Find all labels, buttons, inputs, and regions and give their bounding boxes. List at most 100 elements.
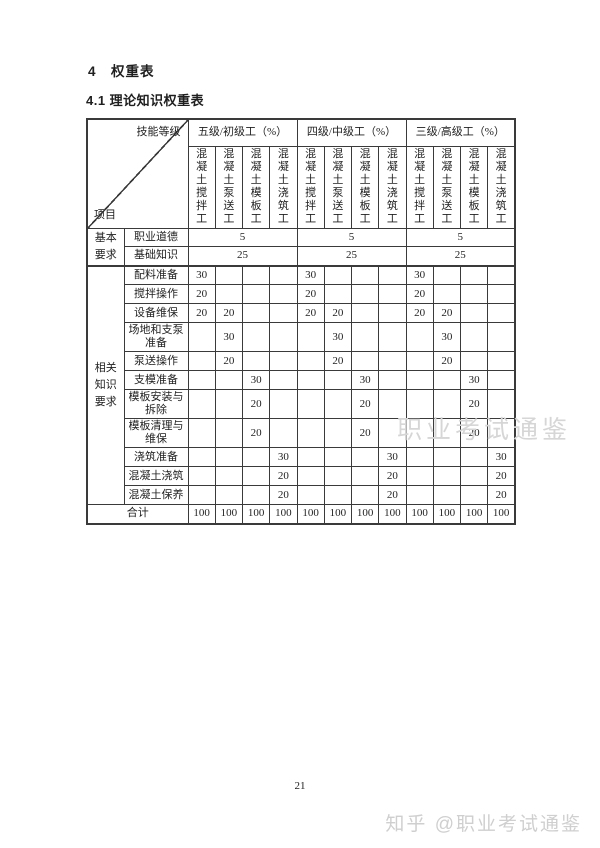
value-cell — [432, 370, 462, 390]
value-cell — [432, 418, 462, 448]
row-label-cell: 支模准备 — [123, 370, 189, 390]
value-cell — [214, 447, 244, 467]
value-cell — [241, 466, 271, 486]
subsection-heading: 4.1 理论知识权重表 — [86, 93, 205, 108]
value-cell — [350, 284, 380, 304]
value-cell — [214, 485, 244, 505]
value-cell: 30 — [241, 370, 271, 390]
value-cell — [323, 370, 353, 390]
value-cell: 20 — [214, 351, 244, 371]
worker-column-header: 混凝土模板工 — [241, 145, 271, 229]
value-cell — [323, 466, 353, 486]
value-cell — [459, 447, 489, 467]
worker-column-header-text: 混凝土模板工 — [250, 148, 262, 225]
value-cell: 20 — [296, 303, 325, 323]
value-cell — [296, 389, 325, 419]
value-cell — [487, 351, 516, 371]
value-cell — [241, 485, 271, 505]
value-cell: 30 — [214, 322, 244, 352]
total-value-cell: 100 — [459, 504, 489, 524]
value-cell — [487, 284, 516, 304]
value-cell — [459, 303, 489, 323]
total-label-cell: 合计 — [86, 504, 189, 524]
table-row: 相关知识要求 配料准备 30 30 30 — [86, 264, 516, 505]
value-cell — [350, 485, 380, 505]
table-row: 设备维保 20 20 20 20 20 20 — [87, 303, 516, 323]
table-row: 模板安装与拆除 20 20 20 — [87, 389, 516, 419]
row-label-cell: 泵送操作 — [123, 351, 189, 371]
section-label-cell: 基本要求 — [86, 227, 125, 266]
value-cell — [487, 418, 516, 448]
value-cell — [378, 322, 407, 352]
value-cell — [269, 303, 298, 323]
value-cell: 20 — [459, 389, 489, 419]
page-number: 21 — [294, 780, 306, 792]
value-cell: 30 — [350, 370, 380, 390]
value-cell: 30 — [296, 264, 325, 285]
value-cell: 20 — [405, 284, 434, 304]
value-cell: 20 — [323, 351, 353, 371]
value-cell — [487, 370, 516, 390]
value-cell: 20 — [378, 485, 407, 505]
value-cell: 20 — [487, 485, 516, 505]
value-cell: 20 — [487, 466, 516, 486]
total-value-cell: 100 — [187, 504, 216, 524]
worker-column-header-text: 混凝土泵送工 — [223, 148, 235, 225]
value-cell — [405, 389, 434, 419]
value-cell — [323, 264, 353, 285]
corner-skill-level-label: 技能等级 — [136, 126, 181, 138]
value-cell — [241, 447, 271, 467]
merged-value-cell: 5 — [187, 227, 298, 247]
value-cell — [214, 264, 244, 285]
total-value-cell: 100 — [378, 504, 407, 524]
value-cell: 20 — [323, 303, 353, 323]
table-row: 基本要求 职业道德 5 5 5 — [86, 227, 516, 266]
value-cell — [241, 322, 271, 352]
value-cell — [269, 389, 298, 419]
table-row: 泵送操作 20 20 20 — [87, 351, 516, 371]
table-row: 支模准备 30 30 30 — [87, 370, 516, 390]
row-label-cell: 混凝土保养 — [123, 485, 189, 505]
total-value-cell: 100 — [323, 504, 353, 524]
value-cell: 30 — [378, 447, 407, 467]
corner-diagonal-line — [88, 120, 187, 227]
value-cell: 30 — [323, 322, 353, 352]
value-cell — [214, 466, 244, 486]
value-cell: 30 — [459, 370, 489, 390]
value-cell — [296, 351, 325, 371]
value-cell — [296, 322, 325, 352]
level-group-header: 五级/初级工（%） — [187, 118, 298, 147]
value-cell — [187, 322, 216, 352]
total-value-cell: 100 — [405, 504, 434, 524]
merged-value-cell: 5 — [405, 227, 516, 247]
value-cell — [405, 447, 434, 467]
value-cell — [378, 389, 407, 419]
weight-table-body: 技能等级 项目 五级/初级工（%） 四级/中级工（%） 三级/高级工（%） 混凝土搅拌工混… — [86, 118, 516, 524]
total-value-cell: 100 — [214, 504, 244, 524]
table-row: 浇筑准备 30 30 30 — [87, 447, 516, 467]
worker-column-header: 混凝土搅拌工 — [405, 145, 434, 229]
value-cell — [459, 485, 489, 505]
table-row: 场地和支泵准备 30 30 30 — [87, 322, 516, 352]
value-cell — [187, 485, 216, 505]
value-cell: 30 — [405, 264, 434, 285]
value-cell — [487, 303, 516, 323]
total-value-cell: 100 — [487, 504, 516, 524]
worker-column-header-text: 混凝土浇筑工 — [495, 148, 507, 225]
row-label-cell: 场地和支泵准备 — [123, 322, 189, 352]
value-cell — [296, 447, 325, 467]
value-cell — [323, 447, 353, 467]
value-cell: 20 — [214, 303, 244, 323]
worker-column-header: 混凝土模板工 — [459, 145, 489, 229]
value-cell: 20 — [269, 466, 298, 486]
weight-table: 技能等级 项目 五级/初级工（%） 四级/中级工（%） 三级/高级工（%） 混凝土搅拌工混… — [86, 118, 516, 525]
value-cell — [459, 351, 489, 371]
worker-column-header-text: 混凝土搅拌工 — [196, 148, 208, 225]
value-cell — [432, 485, 462, 505]
value-cell — [323, 418, 353, 448]
merged-value-cell: 25 — [187, 245, 298, 267]
total-value-cell: 100 — [241, 504, 271, 524]
value-cell: 20 — [350, 418, 380, 448]
worker-column-header: 混凝土搅拌工 — [187, 145, 216, 229]
